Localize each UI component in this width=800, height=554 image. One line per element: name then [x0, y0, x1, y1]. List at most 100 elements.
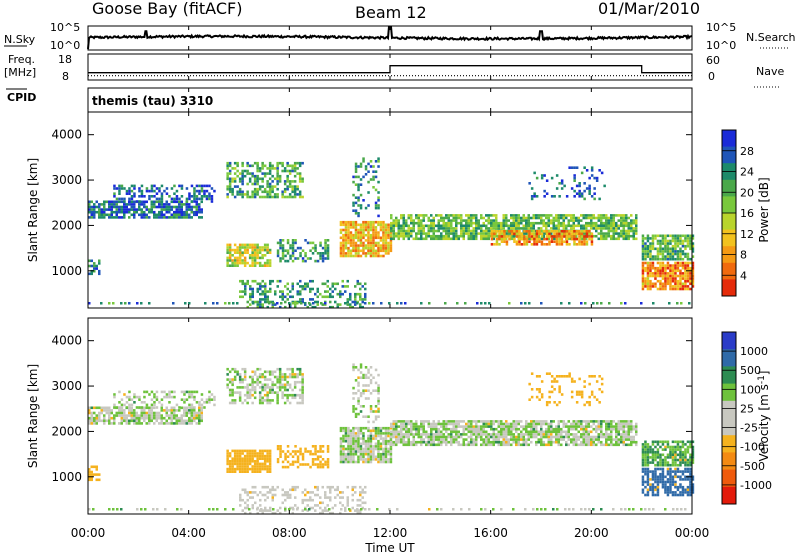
heatmap-cell — [651, 285, 655, 288]
heatmap-cell — [299, 254, 302, 258]
heatmap-cell — [617, 440, 620, 444]
heatmap-cell — [153, 403, 156, 407]
heatmap-cell — [281, 465, 285, 469]
heatmap-cell — [661, 470, 665, 473]
heatmap-cell — [641, 467, 645, 471]
heatmap-cell — [228, 187, 232, 191]
heatmap-cell — [442, 438, 445, 441]
heatmap-cell — [442, 229, 445, 233]
heatmap-cell — [238, 378, 242, 381]
heatmap-cell — [602, 443, 605, 447]
heatmap-cell — [510, 433, 513, 436]
heatmap-cell — [251, 182, 254, 186]
heatmap-cell — [105, 411, 108, 415]
heatmap-cell — [392, 440, 395, 444]
heatmap-cell — [547, 237, 550, 241]
heatmap-cell — [495, 440, 498, 444]
heatmap-cell — [354, 236, 358, 240]
heatmap-cell — [165, 393, 169, 396]
heatmap-cell — [617, 420, 620, 423]
heatmap-cell — [402, 433, 405, 436]
heatmap-cell — [671, 274, 675, 278]
heatmap-cell — [465, 438, 468, 441]
heatmap-cell — [163, 213, 166, 217]
heatmap-cell — [520, 243, 524, 246]
heatmap-cell — [562, 422, 565, 426]
heatmap-cell — [118, 197, 121, 201]
heatmap-cell — [635, 433, 638, 436]
heatmap-cell — [649, 470, 652, 473]
heatmap-cell — [190, 411, 193, 415]
heatmap-cell — [244, 282, 247, 286]
heatmap-cell — [530, 422, 533, 426]
heatmap-cell — [253, 467, 257, 471]
heatmap-cell — [374, 445, 378, 448]
heatmap-cell — [372, 220, 375, 224]
heatmap-cell — [607, 224, 610, 228]
heatmap-cell — [430, 440, 433, 444]
heatmap-cell — [450, 229, 453, 233]
heatmap-cell — [528, 302, 531, 305]
heatmap-cell — [644, 445, 647, 449]
heatmap-cell — [651, 491, 655, 494]
heatmap-cell — [603, 184, 606, 188]
heatmap-cell — [128, 203, 131, 206]
heatmap-cell — [671, 269, 675, 273]
heatmap-cell — [475, 237, 478, 241]
heatmap-cell — [607, 438, 610, 441]
heatmap-cell — [425, 214, 428, 217]
heatmap-cell — [364, 458, 368, 461]
heatmap-cell — [588, 184, 591, 188]
heatmap-cell — [342, 249, 345, 253]
heatmap-cell — [326, 257, 330, 260]
heatmap-cell — [435, 214, 438, 217]
heatmap-cell — [570, 237, 574, 241]
heatmap-cell — [170, 213, 173, 217]
heatmap-cell — [610, 237, 613, 241]
heatmap-cell — [108, 213, 111, 217]
heatmap-cell — [160, 398, 164, 401]
heatmap-cell — [622, 420, 625, 423]
heatmap-cell — [565, 443, 568, 447]
heatmap-cell — [555, 227, 558, 230]
heatmap-cell — [226, 161, 229, 165]
heatmap-cell — [644, 261, 647, 265]
heatmap-cell — [580, 420, 583, 423]
range-tick-label: 1000 — [51, 264, 82, 278]
heatmap-cell — [344, 447, 348, 451]
heatmap-cell — [281, 460, 285, 464]
heatmap-cell — [590, 224, 593, 228]
heatmap-cell — [198, 409, 201, 412]
heatmap-cell — [622, 237, 625, 241]
heatmap-cell — [681, 282, 685, 286]
heatmap-cell — [487, 422, 490, 426]
heatmap-cell — [288, 383, 292, 387]
heatmap-cell — [560, 224, 563, 228]
heatmap-cell — [615, 422, 618, 426]
heatmap-cell — [622, 435, 625, 439]
heatmap-cell — [264, 290, 267, 293]
heatmap-cell — [243, 246, 247, 249]
heatmap-cell — [268, 187, 272, 191]
heatmap-cell — [135, 210, 138, 214]
heatmap-cell — [651, 472, 655, 476]
heatmap-cell — [188, 419, 191, 423]
heatmap-cell — [427, 234, 430, 238]
heatmap-cell — [110, 216, 113, 219]
heatmap-cell — [90, 478, 93, 482]
heatmap-cell — [88, 473, 91, 476]
heatmap-cell — [284, 300, 287, 304]
heatmap-cell — [444, 302, 447, 305]
heatmap-cell — [460, 224, 463, 228]
heatmap-cell — [592, 214, 595, 217]
heatmap-cell — [178, 205, 181, 209]
heatmap-cell — [492, 430, 495, 434]
heatmap-cell — [422, 229, 425, 233]
heatmap-cell — [610, 216, 613, 220]
heatmap-cell — [510, 232, 514, 236]
heatmap-cell — [410, 425, 413, 428]
heatmap-cell — [165, 419, 168, 423]
heatmap-cell — [238, 467, 242, 471]
heatmap-cell — [525, 235, 529, 238]
heatmap-cell — [286, 292, 289, 296]
